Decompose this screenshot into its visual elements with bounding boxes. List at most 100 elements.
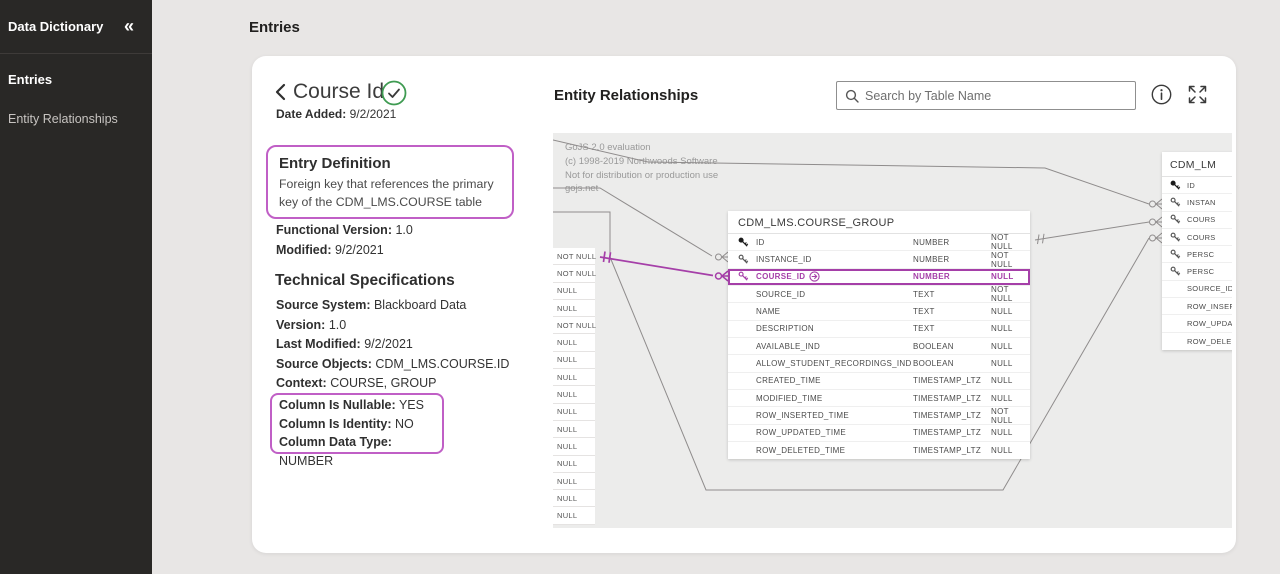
table-row: NULL [553,420,595,439]
field-value: 1.0 [395,223,413,237]
table-row: NOT NULL [553,265,596,283]
nullable-value: NULL [557,459,578,469]
field-value: NO [394,416,414,431]
column-type: TEXT [913,289,935,299]
table-row[interactable]: ALLOW_STUDENT_RECORDINGS_IND BOOLEAN NUL… [728,355,1030,373]
nullable-value: NOT NULL [557,251,597,261]
table-row[interactable]: SOURCE_ID [1162,281,1232,299]
column-nullable: NULL [991,428,1013,438]
column-name: ROW_DELE [1187,336,1232,346]
gojs-watermark: GoJS 2.0 evaluation (c) 1998-2019 Northwo… [565,141,718,196]
table-row[interactable]: ROW_UPDATED_TIME TIMESTAMP_LTZ NULL [728,425,1030,443]
column-name: CREATED_TIME [756,376,821,386]
field-label: Functional Version: [276,223,392,237]
entity-table-title: CDM_LMS.COURSE_GROUP [728,211,1030,234]
column-name: PERSC [1187,249,1215,259]
table-row[interactable]: SOURCE_ID TEXT NOT NULL [728,285,1030,304]
table-row[interactable]: COURS [1162,229,1232,247]
table-row[interactable]: ROW_DELE [1162,333,1232,350]
table-row[interactable]: PERSC [1162,263,1232,281]
column-type: NUMBER [913,255,950,265]
sidebar-item-entries[interactable]: Entries [8,72,53,87]
date-added: Date Added: 9/2/2021 [276,107,396,121]
column-nullable: NOT NULL [991,250,1013,269]
column-nullable: NULL [991,307,1013,317]
nullable-value: NULL [557,407,578,417]
table-row: NOT NULL [553,317,597,335]
nullable-value: NULL [557,424,578,434]
highlighted-relationship-line [599,251,714,277]
nullable-value: NULL [557,286,578,296]
right-clipped-table[interactable]: CDM_LM ID INSTAN [1162,152,1232,350]
field-value: 1.0 [328,317,347,332]
table-row[interactable]: ROW_INSERTED_TIME TIMESTAMP_LTZ NOT NULL [728,407,1030,425]
column-name: ROW_DELETED_TIME [756,446,846,456]
table-row[interactable]: ROW_INSEF [1162,298,1232,316]
column-name: ID [756,237,765,247]
table-row: NOT NULL [553,248,597,266]
entry-definition-body: Foreign key that references the primary … [279,177,494,209]
column-name: INSTANCE_ID [756,255,812,265]
table-row[interactable]: ID NUMBER NOT NULL [728,233,1030,252]
table-row[interactable]: ID [1162,177,1232,195]
key-icon [1170,249,1181,260]
table-row[interactable]: COURS [1162,212,1232,229]
search-input[interactable] [865,88,1127,103]
table-search[interactable] [836,81,1136,110]
table-row[interactable]: PERSC [1162,246,1232,264]
field-value: NUMBER [279,454,334,469]
check-circle-icon [381,80,407,106]
fullscreen-icon[interactable] [1188,85,1207,104]
back-icon[interactable] [274,83,288,101]
tech-field-row: Version: 1.0 [276,316,509,336]
table-row: NULL [553,386,595,404]
table-row[interactable]: ROW_DELETED_TIME TIMESTAMP_LTZ NULL [728,442,1030,459]
tech-field-row: Context: COURSE, GROUP [276,374,509,394]
meta-field-row: Functional Version: 1.0 [276,221,413,241]
table-row[interactable]: NAME TEXT NULL [728,303,1030,321]
field-value: COURSE, GROUP [330,376,437,391]
entity-table-rows: ID NUMBER NOT NULL INSTANCE_ID [728,233,1030,459]
column-name: ROW_INSEF [1187,301,1232,311]
entry-meta-fields: Functional Version: 1.0 Modified: 9/2/20… [276,221,413,260]
er-diagram[interactable]: GoJS 2.0 evaluation (c) 1998-2019 Northwo… [553,133,1232,528]
entity-table-course-group[interactable]: CDM_LMS.COURSE_GROUP ID NUMBER NOT NULL [728,211,1030,460]
column-name: ALLOW_STUDENT_RECORDINGS_IND [756,359,912,369]
entity-table-rows: ID INSTAN COURS [1162,177,1232,350]
watermark-line: GoJS 2.0 evaluation [565,142,651,153]
table-row: NULL [553,507,595,525]
table-row[interactable]: INSTANCE_ID NUMBER NOT NULL [728,250,1030,269]
field-label: Source System: [276,298,371,312]
table-row[interactable]: AVAILABLE_IND BOOLEAN NULL [728,338,1030,356]
column-name: ROW_UPDA [1187,319,1232,329]
column-name: ID [1187,180,1196,190]
column-name: DESCRIPTION [756,324,814,334]
nullable-value: NOT NULL [557,320,597,330]
goto-arrow-icon[interactable] [809,271,821,282]
tech-specs-heading: Technical Specifications [275,272,455,289]
watermark-line: gojs.net [565,183,599,195]
column-name: COURSE_ID [756,272,806,282]
entity-table-title: CDM_LM [1162,152,1232,177]
nullable-value: NULL [557,390,578,400]
sidebar-item-entity-relationships[interactable]: Entity Relationships [8,112,118,126]
table-row[interactable]: INSTAN [1162,194,1232,212]
table-row: NULL [553,403,595,421]
column-name: MODIFIED_TIME [756,393,823,403]
column-type: BOOLEAN [913,359,954,369]
table-row[interactable]: ROW_UPDA [1162,315,1232,333]
table-row: NULL [553,369,595,387]
left-clipped-table[interactable]: NOT NULL NOT NULL NULL NULL NOT NULL NUL… [553,248,597,525]
column-nullable: NOT NULL [991,233,1013,252]
table-row: NULL [553,490,595,508]
table-row[interactable]: MODIFIED_TIME TIMESTAMP_LTZ NULL [728,390,1030,408]
info-icon[interactable] [1151,84,1172,105]
table-row[interactable]: DESCRIPTION TEXT NULL [728,321,1030,339]
column-nullable: NULL [991,341,1013,351]
field-label: Column Is Nullable: [279,398,396,412]
table-row[interactable]: CREATED_TIME TIMESTAMP_LTZ NULL [728,373,1030,391]
table-row[interactable]: COURSE_ID NUMBER NULL [728,269,1030,287]
collapse-sidebar-icon[interactable]: « [123,16,134,36]
column-type: TIMESTAMP_LTZ [913,376,982,386]
field-label: Source Objects: [276,356,372,371]
